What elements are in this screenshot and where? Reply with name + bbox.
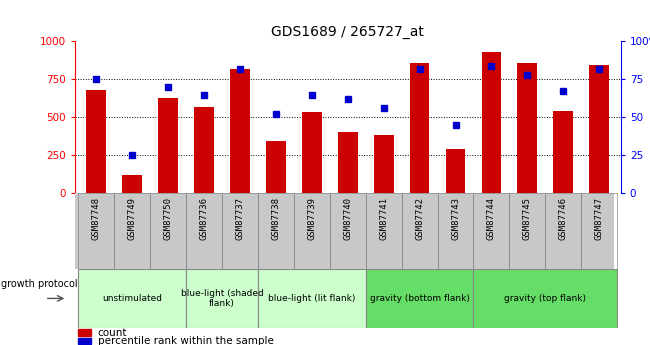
Text: GSM87737: GSM87737 [235, 197, 244, 240]
Text: GSM87738: GSM87738 [272, 197, 280, 240]
Bar [366, 193, 402, 269]
Text: GSM87745: GSM87745 [523, 197, 532, 240]
Bar [590, 65, 609, 193]
Bar [186, 269, 258, 328]
Bar [338, 132, 358, 193]
Bar [222, 193, 258, 269]
Text: GSM87747: GSM87747 [595, 197, 604, 240]
Text: percentile rank within the sample: percentile rank within the sample [98, 336, 274, 345]
Bar [437, 193, 473, 269]
Bar [410, 63, 430, 193]
Text: GSM87744: GSM87744 [487, 197, 496, 240]
Bar [510, 193, 545, 269]
Bar [302, 112, 322, 193]
Bar [266, 141, 286, 193]
Bar [114, 193, 150, 269]
Text: growth protocol: growth protocol [1, 279, 78, 289]
Text: GSM87750: GSM87750 [164, 197, 173, 240]
Bar [78, 329, 91, 335]
Bar [366, 269, 473, 328]
Bar [230, 69, 250, 193]
Bar [194, 107, 214, 193]
Bar [79, 269, 186, 328]
Text: blue-light (lit flank): blue-light (lit flank) [268, 294, 356, 303]
Text: GSM87743: GSM87743 [451, 197, 460, 240]
Text: blue-light (shaded
flank): blue-light (shaded flank) [181, 289, 263, 308]
Text: GSM87740: GSM87740 [343, 197, 352, 240]
Bar [330, 193, 366, 269]
Bar [294, 193, 330, 269]
Bar [158, 98, 178, 193]
Bar [78, 338, 91, 344]
Bar [517, 63, 538, 193]
Bar [86, 90, 106, 193]
Bar [122, 175, 142, 193]
Text: GSM87746: GSM87746 [559, 197, 568, 240]
Bar [374, 135, 393, 193]
Bar [150, 193, 186, 269]
Title: GDS1689 / 265727_at: GDS1689 / 265727_at [271, 25, 424, 39]
Bar [258, 193, 294, 269]
Text: GSM87739: GSM87739 [307, 197, 317, 240]
Text: unstimulated: unstimulated [102, 294, 162, 303]
Bar [473, 269, 617, 328]
Bar [545, 193, 581, 269]
Bar [258, 269, 366, 328]
Text: GSM87748: GSM87748 [92, 197, 101, 240]
Text: gravity (bottom flank): gravity (bottom flank) [370, 294, 469, 303]
Bar [446, 149, 465, 193]
Bar [581, 193, 617, 269]
Bar [79, 193, 114, 269]
Text: count: count [98, 328, 127, 337]
Bar [402, 193, 437, 269]
Bar [473, 193, 510, 269]
Bar [553, 111, 573, 193]
Bar [186, 193, 222, 269]
Bar [482, 52, 501, 193]
Text: GSM87736: GSM87736 [200, 197, 209, 240]
Text: GSM87742: GSM87742 [415, 197, 424, 240]
Text: gravity (top flank): gravity (top flank) [504, 294, 586, 303]
Text: GSM87741: GSM87741 [379, 197, 388, 240]
Text: GSM87749: GSM87749 [127, 197, 136, 240]
